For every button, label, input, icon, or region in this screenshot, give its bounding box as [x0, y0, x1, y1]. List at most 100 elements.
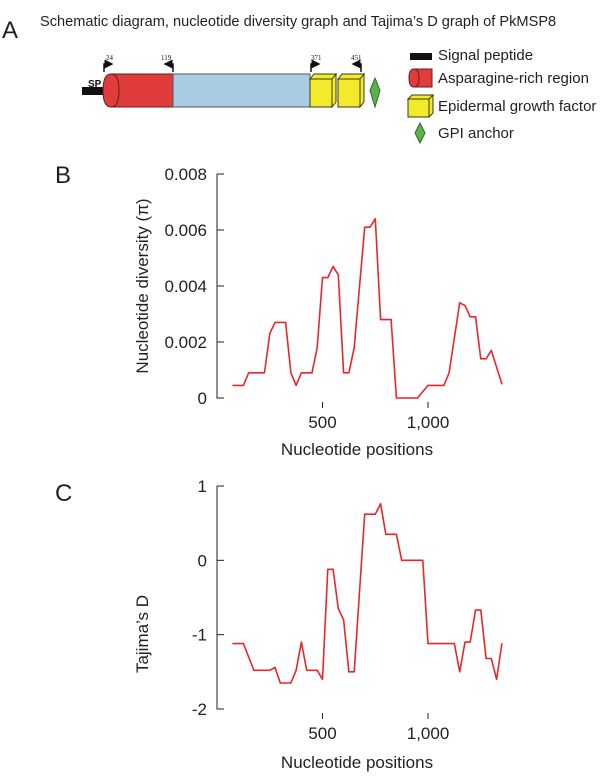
chart-c-data-point	[274, 666, 276, 668]
chart-b-ytick-label: 0.008	[164, 165, 207, 184]
signal-peptide-bar	[82, 87, 112, 95]
chart-c-ytick-label: -2	[192, 700, 207, 719]
marker-119: 119	[161, 54, 174, 72]
chart-b-data-point	[490, 349, 492, 351]
chart-b-data-point	[459, 302, 461, 304]
nucleotide-diversity-chart: 0 0.002 0.004 0.006 0.008 500 1,000 Nucleotide…	[133, 165, 503, 459]
black-bar-icon	[410, 53, 432, 60]
chart-b-series	[232, 217, 503, 399]
chart-b-data-point	[332, 265, 334, 267]
panel-a-letter: A	[2, 17, 19, 44]
chart-b-data-point	[290, 372, 292, 374]
chart-c-ytick-label: 1	[198, 477, 207, 496]
chart-c-data-point	[348, 671, 350, 673]
chart-c-ylabel: Tajima’s D	[133, 595, 152, 673]
chart-b-data-point	[343, 372, 345, 374]
chart-c-data-point	[485, 657, 487, 660]
chart-b-data-point	[321, 277, 324, 279]
panel-b-letter: B	[55, 162, 72, 189]
marker-24: 24	[103, 54, 114, 72]
figure-title: Schematic diagram, nucleotide diversity …	[40, 14, 557, 30]
egf-domain-1	[308, 72, 338, 109]
chart-b-data-point	[274, 321, 276, 323]
chart-b-data-point	[364, 226, 366, 228]
chart-b-data-point	[395, 397, 397, 399]
chart-c-xlabel: Nucleotide positions	[281, 753, 433, 772]
chart-b-ytick-label: 0.006	[164, 221, 207, 240]
chart-c-series-line-0	[232, 502, 503, 684]
chart-b-data-point	[406, 397, 408, 399]
chart-b-data-point	[248, 372, 250, 374]
chart-b-data-point	[496, 366, 498, 368]
chart-b-xtick-label: 500	[308, 413, 336, 432]
marker-24-label: 24	[106, 54, 114, 62]
chart-c-data-point	[321, 678, 324, 680]
marker-451: 451	[351, 54, 362, 72]
chart-b-data-point	[480, 358, 482, 360]
chart-b-data-point	[385, 319, 387, 321]
chart-c-data-point	[311, 669, 313, 671]
chart-c-data-point	[306, 669, 308, 671]
legend-label-gpi: GPI anchor	[438, 125, 514, 142]
chart-c-series	[232, 502, 503, 684]
chart-b-data-point	[263, 372, 266, 374]
chart-c-data-point	[469, 641, 471, 643]
chart-c-data-point	[501, 642, 503, 645]
chart-c-data-point	[364, 513, 366, 515]
red-cylinder-icon	[408, 68, 433, 88]
marker-119-label: 119	[161, 54, 172, 62]
chart-c-data-point	[253, 669, 255, 671]
chart-b-data-point	[411, 397, 413, 399]
chart-c-ticks: -2 -1 0 1 500 1,000	[192, 477, 449, 743]
chart-b-data-point	[284, 321, 287, 323]
chart-b-xtick-label: 1,000	[407, 413, 450, 432]
chart-b-data-point	[348, 372, 350, 374]
asparagine-region-edge	[110, 73, 120, 108]
chart-c-data-point	[337, 608, 339, 610]
chart-b-data-point	[306, 372, 308, 374]
chart-b-data-point	[416, 397, 419, 399]
tajimas-d-chart: -2 -1 0 1 500 1,000 Nucleotide positions Taji…	[133, 477, 503, 772]
chart-c-data-point	[343, 619, 345, 621]
chart-c-data-point	[437, 642, 440, 645]
legend-label-egf: Epidermal growth factor	[438, 98, 597, 115]
chart-b-data-point	[311, 372, 313, 374]
chart-c-data-point	[459, 671, 461, 673]
chart-c-data-point	[411, 559, 413, 561]
gpi-anchor-diamond	[369, 76, 381, 109]
chart-c-data-point	[453, 642, 456, 645]
chart-b-data-point	[485, 358, 487, 360]
chart-b-ytick-label: 0.004	[164, 277, 207, 296]
chart-b-data-point	[242, 384, 244, 386]
chart-c-data-point	[448, 642, 450, 645]
chart-c-data-point	[232, 642, 234, 645]
chart-c-data-point	[374, 513, 376, 515]
chart-b-data-point	[437, 384, 440, 386]
chart-b-data-point	[300, 372, 303, 374]
chart-b-data-point	[401, 397, 403, 399]
chart-b-data-point	[469, 316, 471, 318]
chart-b-xlabel: Nucleotide positions	[281, 440, 433, 459]
chart-b-data-point	[374, 218, 376, 220]
chart-b-ytick-label: 0	[198, 389, 207, 408]
chart-b-data-point	[337, 274, 339, 276]
chart-c-data-point	[390, 533, 392, 535]
chart-b-ytick-label: 0.002	[164, 333, 207, 352]
chart-c-data-point	[242, 642, 244, 645]
chart-c-data-point	[369, 513, 371, 515]
chart-c-data-point	[290, 682, 292, 684]
chart-c-data-point	[422, 559, 424, 561]
chart-b-data-point	[448, 372, 450, 374]
chart-b-ticks: 0 0.002 0.004 0.006 0.008 500 1,000	[164, 165, 449, 432]
chart-c-ytick-label: -1	[192, 626, 207, 645]
chart-b-data-point	[501, 383, 503, 385]
chart-c-data-point	[474, 609, 477, 611]
green-diamond-icon	[414, 122, 426, 144]
marker-451-label: 451	[351, 54, 362, 62]
marker-371-label: 371	[311, 54, 322, 62]
chart-b-data-point	[232, 384, 234, 386]
chart-c-data-point	[464, 641, 466, 643]
chart-c-data-point	[496, 678, 498, 680]
chart-c-data-point	[300, 641, 303, 643]
chart-c-data-point	[279, 682, 281, 684]
